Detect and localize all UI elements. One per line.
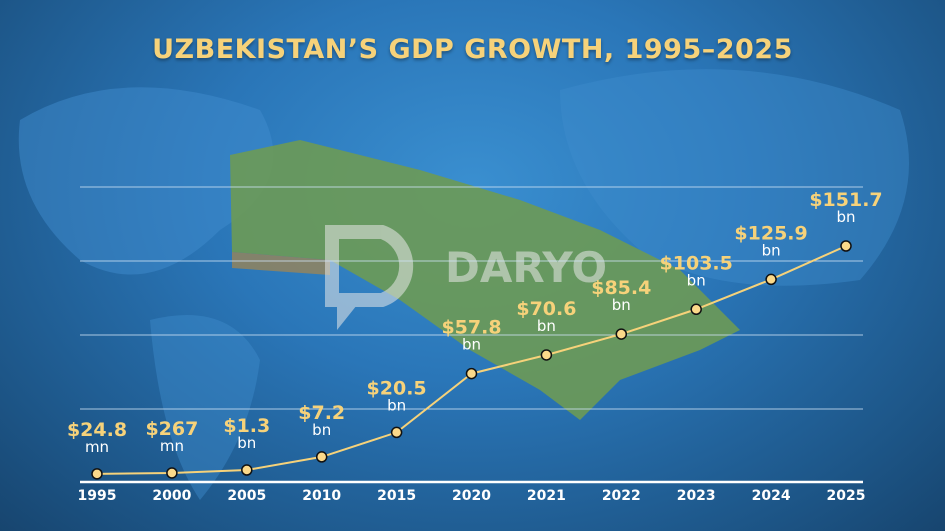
x-tick-label: 2021 (527, 488, 566, 504)
data-point (166, 467, 178, 479)
chart-title: UZBEKISTAN’S GDP GROWTH, 1995–2025 (152, 34, 793, 65)
data-label-unit: mn (160, 437, 184, 455)
data-label-value: $1.3 (223, 415, 270, 437)
data-label-value: $70.6 (516, 298, 576, 320)
data-label-value: $85.4 (591, 277, 651, 299)
watermark-logo: DARYO (325, 225, 607, 330)
data-label-value: $125.9 (734, 222, 807, 244)
data-label-unit: bn (762, 241, 781, 259)
data-label-unit: bn (312, 421, 331, 439)
data-point (840, 240, 852, 252)
data-point (315, 451, 328, 463)
x-tick-label: 1995 (78, 488, 117, 504)
data-label-unit: bn (387, 396, 406, 414)
data-label-value: $57.8 (441, 317, 501, 339)
data-point (241, 464, 253, 476)
x-tick-label: 2005 (227, 488, 266, 504)
data-label-unit: bn (687, 271, 706, 289)
data-point (765, 273, 777, 286)
x-tick-label: 2010 (302, 488, 341, 504)
data-label-value: $267 (145, 418, 198, 440)
x-tick-label: 2023 (677, 488, 716, 504)
data-label-value: $151.7 (809, 189, 882, 211)
x-tick-label: 2020 (452, 488, 491, 504)
data-label-value: $103.5 (660, 252, 733, 274)
data-point (390, 426, 403, 439)
data-point (465, 367, 478, 380)
data-label-unit: bn (537, 317, 556, 335)
x-tick-label: 2022 (602, 488, 641, 504)
data-label-unit: bn (462, 336, 481, 354)
x-tick-label: 2015 (377, 488, 416, 504)
data-point (91, 468, 103, 480)
data-point (690, 303, 702, 316)
data-label-value: $7.2 (298, 402, 345, 424)
data-label-unit: bn (237, 434, 256, 452)
x-tick-label: 2000 (152, 488, 191, 504)
x-tick-label: 2025 (827, 488, 866, 504)
data-point (540, 349, 553, 361)
watermark-text: DARYO (445, 243, 607, 292)
data-label-value: $24.8 (67, 419, 127, 441)
data-label-unit: bn (836, 208, 855, 226)
data-label-unit: bn (612, 296, 631, 314)
data-label-value: $20.5 (367, 377, 427, 399)
x-tick-label: 2024 (752, 488, 791, 504)
data-label-unit: mn (85, 438, 109, 456)
data-point (615, 328, 628, 340)
